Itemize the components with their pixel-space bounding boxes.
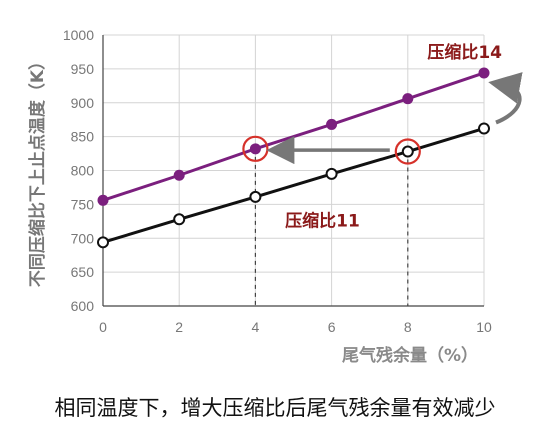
x-axis-label: 尾气残余量（%） [342,345,478,366]
x-tick-label: 4 [252,319,260,335]
y-tick-label: 700 [71,230,95,246]
grid [102,34,485,307]
y-tick-label: 1000 [63,27,94,43]
y-tick-label: 600 [71,298,95,314]
series: 压缩比14 压缩比11 [97,42,502,249]
x-tick-label: 10 [476,319,492,335]
reference-lines [254,148,409,306]
data-point [401,145,414,158]
highlight-circle [394,138,421,165]
chart-caption: 相同温度下，增大压缩比后尾气残余量有效减少 [54,396,496,420]
y-tick-label: 850 [71,129,95,145]
data-point [249,143,261,155]
data-point [173,213,186,226]
data-point [326,118,338,130]
data-point [402,93,414,105]
series-label: 压缩比11 [285,211,360,232]
data-point [478,67,490,79]
y-tick-label: 900 [71,95,95,111]
curved-arrow [488,72,523,125]
series-label: 压缩比14 [427,42,502,63]
data-point [478,122,490,135]
x-tick-label: 8 [404,319,412,335]
x-tick-label: 2 [175,319,183,335]
series-line [102,127,485,244]
data-point [173,169,185,181]
data-point [97,194,109,206]
chart: 600 650 700 750 800 850 900 950 1000 0 2 4 6 8 10 压缩比1… [27,27,523,366]
y-axis-label: 不同压缩比下上止点温度（K） [27,53,48,287]
y-tick-label: 750 [71,196,95,212]
axes: 600 650 700 750 800 850 900 950 1000 0 2 4 6 8 10 [63,27,492,335]
annotations [242,72,523,165]
data-point [97,236,109,249]
y-tick-label: 950 [71,61,95,77]
data-point [325,167,338,180]
data-point [249,190,262,203]
x-tick-label: 0 [99,319,107,335]
x-tick-label: 6 [328,319,336,335]
y-tick-label: 650 [71,264,95,280]
y-tick-label: 800 [71,163,95,179]
